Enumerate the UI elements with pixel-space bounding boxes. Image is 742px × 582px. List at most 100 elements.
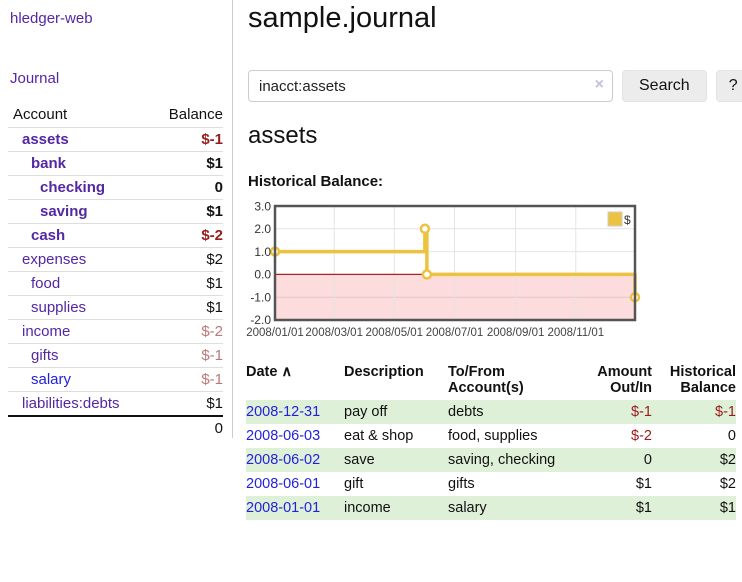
transaction-row[interactable]: 2008-01-01 income salary $1 $1 <box>246 496 736 520</box>
y-tick: 2.0 <box>254 222 271 236</box>
x-tick: 2008/07/01 <box>426 327 484 339</box>
search-input[interactable] <box>248 70 613 102</box>
account-row: salary $-1 <box>8 367 223 392</box>
account-link-supplies[interactable]: supplies <box>31 298 87 316</box>
account-link-bank[interactable]: bank <box>31 154 67 172</box>
data-point-2008-06-01 <box>419 223 431 235</box>
account-link-checking[interactable]: checking <box>40 178 106 196</box>
col-description: Description <box>344 364 424 380</box>
y-tick: -2.0 <box>250 313 271 327</box>
txn-description: eat & shop <box>344 428 414 444</box>
account-link-salary[interactable]: salary <box>31 370 72 388</box>
data-point-2008-06-03 <box>421 269 433 280</box>
txn-description: save <box>344 452 375 468</box>
x-tick: 2008/05/01 <box>366 327 424 339</box>
account-row: saving $1 <box>8 199 223 224</box>
account-heading: assets <box>248 122 318 149</box>
search-form: × Search ? <box>248 70 742 102</box>
account-balance: $1 <box>152 199 223 224</box>
account-balance: $1 <box>152 151 223 176</box>
account-balance: $1 <box>152 391 223 416</box>
account-balance: $1 <box>152 271 223 296</box>
y-tick: 0.0 <box>254 268 271 282</box>
x-tick: 2008/01/01 <box>246 327 304 339</box>
historical-balance-label: Historical Balance: <box>248 173 384 190</box>
clear-search-icon[interactable]: × <box>594 76 604 93</box>
accounts-table: Account Balance assets $-1 bank $1 check… <box>8 103 223 440</box>
account-link-cash[interactable]: cash <box>31 226 66 244</box>
txn-amount: $1 <box>635 476 652 492</box>
txn-balance: $2 <box>719 452 736 468</box>
col-date[interactable]: Date ∧ <box>246 360 344 400</box>
txn-balance: $1 <box>719 500 736 516</box>
plot-border <box>273 204 637 322</box>
account-balance: $-1 <box>152 127 223 152</box>
legend-swatch <box>607 211 623 227</box>
txn-date-link[interactable]: 2008-01-01 <box>246 500 321 516</box>
txn-date-link[interactable]: 2008-06-03 <box>246 428 321 444</box>
txn-date-link[interactable]: 2008-06-02 <box>246 452 321 468</box>
accounts-header-row: Account Balance <box>8 103 223 128</box>
sidebar-divider <box>232 0 233 438</box>
txn-amount: 0 <box>643 452 652 468</box>
transaction-row[interactable]: 2008-06-03 eat & shop food, supplies $-2… <box>246 424 736 448</box>
transaction-row[interactable]: 2008-06-01 gift gifts $1 $2 <box>246 472 736 496</box>
transaction-row[interactable]: 2008-06-02 save saving, checking 0 $2 <box>246 448 736 472</box>
col-balance: Historical Balance <box>669 364 736 396</box>
account-balance: $1 <box>152 295 223 320</box>
account-balance: $2 <box>152 247 223 272</box>
sidebar: hledger-web Journal Account Balance asse… <box>0 0 232 582</box>
account-balance: 0 <box>152 175 223 200</box>
txn-accounts: debts <box>448 404 484 420</box>
col-date-label: Date <box>246 364 278 380</box>
account-row: cash $-2 <box>8 223 223 248</box>
account-row: checking 0 <box>8 175 223 200</box>
search-button[interactable]: Search <box>622 70 707 102</box>
nav-journal-link[interactable]: Journal <box>10 70 60 87</box>
app-brand-link[interactable]: hledger-web <box>10 10 93 27</box>
txn-description: gift <box>344 476 364 492</box>
page-title: sample.journal <box>248 2 437 34</box>
transactions-table: Date ∧ Description To/From Account(s) Am… <box>246 360 736 520</box>
account-row: supplies $1 <box>8 295 223 320</box>
account-row: expenses $2 <box>8 247 223 272</box>
accounts-total: 0 <box>152 414 223 440</box>
account-link-income[interactable]: income <box>22 322 71 340</box>
account-balance: $-1 <box>152 343 223 368</box>
accounts-col-balance: Balance <box>152 103 223 128</box>
legend-label: $ <box>624 213 631 227</box>
account-row: income $-2 <box>8 319 223 344</box>
historical-balance-chart[interactable]: $ 3.0 2.0 1.0 0.0 -1.0 -2.0 2008/01/01 2… <box>236 200 652 352</box>
account-balance: $-2 <box>152 319 223 344</box>
txn-balance: $-1 <box>715 404 736 420</box>
account-row: food $1 <box>8 271 223 296</box>
txn-date-link[interactable]: 2008-12-31 <box>246 404 321 420</box>
txn-amount: $1 <box>635 500 652 516</box>
txn-balance: $2 <box>719 476 736 492</box>
transaction-row[interactable]: 2008-12-31 pay off debts $-1 $-1 <box>246 400 736 424</box>
account-row: liabilities:debts $1 <box>8 391 223 416</box>
account-link-assets[interactable]: assets <box>22 130 69 148</box>
col-amount: Amount Out/In <box>597 364 652 396</box>
txn-amount: $-2 <box>631 428 652 444</box>
txn-amount: $-1 <box>631 404 652 420</box>
account-row: assets $-1 <box>8 127 223 152</box>
account-link-saving[interactable]: saving <box>40 202 88 220</box>
account-link-food[interactable]: food <box>31 274 61 292</box>
account-row: gifts $-1 <box>8 343 223 368</box>
account-link-liabilities-debts[interactable]: liabilities:debts <box>22 394 120 412</box>
txn-date-link[interactable]: 2008-06-01 <box>246 476 321 492</box>
col-accounts: To/From Account(s) <box>448 364 524 396</box>
account-balance: $-1 <box>152 367 223 392</box>
txn-accounts: salary <box>448 500 487 516</box>
sort-asc-icon: ∧ <box>281 364 293 380</box>
account-link-expenses[interactable]: expenses <box>22 250 87 268</box>
x-tick: 2008/09/01 <box>487 327 545 339</box>
account-row: bank $1 <box>8 151 223 176</box>
txn-accounts: gifts <box>448 476 475 492</box>
help-button[interactable]: ? <box>715 70 742 102</box>
txn-description: pay off <box>344 404 388 420</box>
y-tick: -1.0 <box>250 290 271 304</box>
account-link-gifts[interactable]: gifts <box>31 346 59 364</box>
y-tick: 1.0 <box>254 245 271 259</box>
